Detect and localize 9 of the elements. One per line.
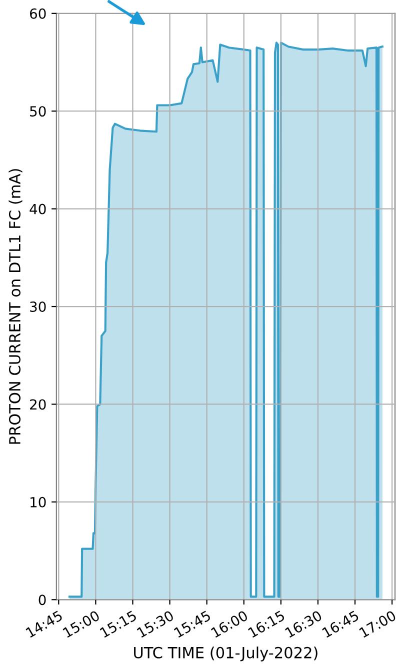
y-tick-label: 30 bbox=[30, 301, 46, 312]
y-tick-label: 10 bbox=[30, 496, 46, 508]
y-tick-label: 60 bbox=[30, 8, 46, 19]
y-tick-label: 40 bbox=[30, 204, 46, 214]
y-tick-label: 0 bbox=[38, 594, 46, 606]
y-tick-label: 50 bbox=[30, 106, 46, 117]
y-tick-label: 20 bbox=[30, 399, 46, 410]
y-axis-title: PROTON CURRENT on DTL1 FC (mA) bbox=[8, 169, 22, 444]
x-axis-title: UTC TIME (01-July-2022) bbox=[134, 646, 318, 662]
